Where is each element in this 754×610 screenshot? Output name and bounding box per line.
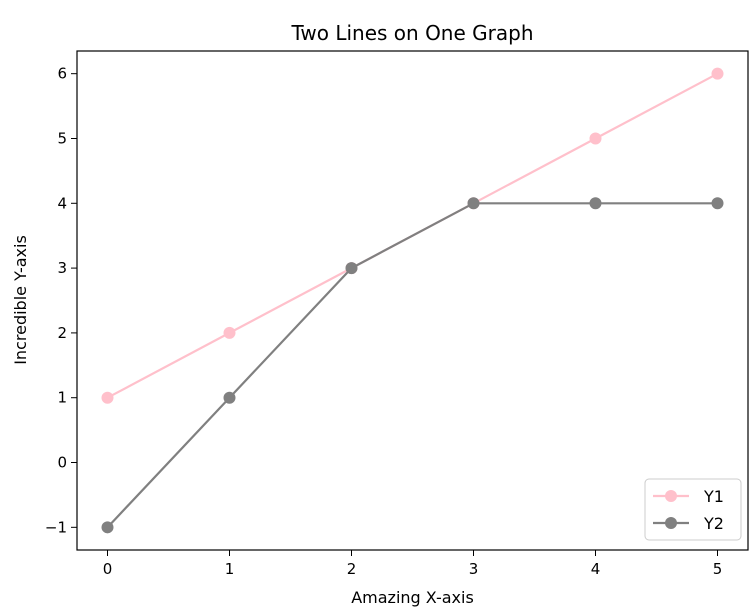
y-tick-label: 2 bbox=[57, 324, 67, 342]
y-tick-label: 1 bbox=[57, 389, 67, 407]
data-point-y2 bbox=[467, 197, 480, 210]
y-axis-label: Incredible Y-axis bbox=[11, 235, 30, 365]
data-point-y2 bbox=[589, 197, 602, 210]
x-tick-label: 5 bbox=[713, 560, 723, 578]
data-point-y2 bbox=[101, 521, 114, 534]
x-axis-ticks: 0 1 2 3 4 5 bbox=[103, 550, 723, 578]
x-axis-label: Amazing X-axis bbox=[351, 588, 474, 607]
x-tick-label: 3 bbox=[469, 560, 479, 578]
legend-frame bbox=[644, 478, 742, 541]
data-point-y1 bbox=[711, 67, 724, 80]
legend-marker-y1 bbox=[665, 490, 677, 502]
y-tick-label: 6 bbox=[57, 65, 67, 83]
y-axis-ticks: −1 0 1 2 3 4 5 6 bbox=[45, 65, 77, 536]
legend-label-y1: Y1 bbox=[703, 487, 724, 506]
series-line-y2 bbox=[106, 202, 718, 529]
data-point-y2 bbox=[711, 197, 724, 210]
x-tick-label: 2 bbox=[347, 560, 357, 578]
legend-marker-y2 bbox=[665, 517, 677, 529]
y-tick-label: −1 bbox=[45, 518, 67, 536]
data-point-y2 bbox=[345, 262, 358, 275]
plot-frame bbox=[76, 50, 749, 551]
legend-label-y2: Y2 bbox=[703, 514, 724, 533]
x-tick-label: 0 bbox=[103, 560, 113, 578]
x-tick-label: 4 bbox=[591, 560, 601, 578]
y-tick-label: 3 bbox=[57, 259, 67, 277]
y-tick-label: 5 bbox=[57, 129, 67, 147]
data-point-y2 bbox=[223, 391, 236, 404]
data-point-y1 bbox=[223, 326, 236, 339]
chart-title: Two Lines on One Graph bbox=[290, 21, 533, 45]
x-tick-label: 1 bbox=[225, 560, 235, 578]
y-tick-label: 0 bbox=[57, 454, 67, 472]
data-point-y1 bbox=[589, 132, 602, 145]
series-layer bbox=[101, 67, 724, 534]
data-point-y1 bbox=[101, 391, 114, 404]
y-tick-label: 4 bbox=[57, 194, 67, 212]
series-y2 bbox=[101, 197, 724, 534]
plot-area: 0 1 2 3 4 5 −1 0 1 2 3 4 5 6 bbox=[45, 50, 749, 578]
